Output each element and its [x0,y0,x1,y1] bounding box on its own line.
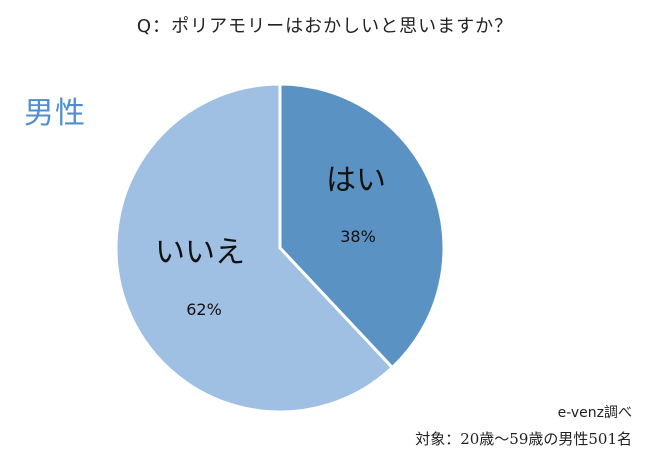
pie-slice-no [114,82,395,414]
slice-label-yes: はい [326,163,386,198]
pie-slice-yes [278,82,446,370]
sample-note: 対象：20歳〜59歳の男性501名 [415,430,632,448]
slice-value-no: 62% [186,300,222,319]
source-label: e-venz調べ [557,405,632,421]
slice-label-no: いいえ [155,235,245,270]
chart-title: Q：ポリアモリーはおかしいと思いますか？ [136,16,514,37]
chart-subtitle-gender: 男性 [24,96,86,131]
slice-value-yes: 38% [340,227,376,246]
